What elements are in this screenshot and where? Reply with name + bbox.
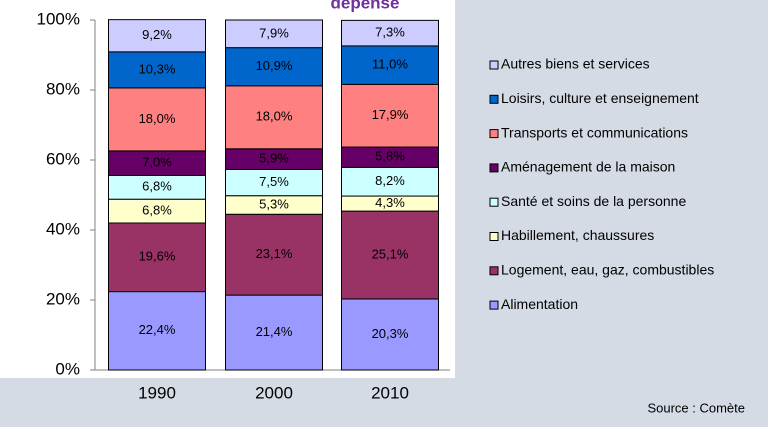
- bar-segment: [225, 85, 323, 150]
- value-label: 6,8%: [142, 203, 172, 218]
- bar-segment: [225, 294, 323, 371]
- legend-swatch: [489, 266, 499, 276]
- legend-swatch: [489, 60, 499, 70]
- legend-swatch: [489, 197, 499, 207]
- y-tick-label: 40%: [46, 219, 80, 238]
- value-label: 6,8%: [142, 179, 172, 194]
- value-label: 4,3%: [375, 195, 405, 210]
- bar-segment: [108, 51, 206, 89]
- legend-label: Alimentation: [501, 296, 578, 312]
- value-label: 23,1%: [256, 246, 293, 261]
- value-label: 9,2%: [142, 27, 172, 42]
- value-label: 21,4%: [256, 324, 293, 339]
- legend-swatch: [489, 232, 499, 241]
- bar-segment: [108, 222, 206, 293]
- value-label: 20,3%: [372, 326, 409, 341]
- value-label: 18,0%: [139, 111, 176, 126]
- chart-title: dépense: [331, 0, 400, 12]
- value-label: 11,0%: [372, 57, 408, 72]
- y-tick-label: 80%: [46, 79, 80, 98]
- value-label: 25,1%: [372, 246, 409, 261]
- value-label: 17,9%: [372, 107, 409, 122]
- value-label: 5,9%: [259, 151, 289, 166]
- value-label: 5,3%: [259, 196, 289, 211]
- value-label: 8,2%: [375, 173, 405, 188]
- bar-segment: [225, 213, 323, 296]
- value-label: 7,3%: [375, 25, 405, 40]
- x-tick-label: 2010: [371, 383, 409, 402]
- value-label: 10,3%: [139, 61, 176, 76]
- source: Source : Comète: [647, 400, 745, 415]
- bar-segment: [225, 47, 323, 87]
- legend-label: Logement, eau, gaz, combustibles: [501, 262, 714, 278]
- bar-segment: [341, 210, 439, 300]
- legend-label: Aménagement de la maison: [501, 159, 675, 175]
- bar-segment: [108, 150, 206, 176]
- legend-swatch: [489, 163, 499, 173]
- x-tick-label: 2000: [255, 383, 293, 402]
- y-tick-label: 100%: [37, 9, 80, 28]
- bar-segment: [108, 19, 206, 53]
- x-tick-label: 1990: [138, 383, 176, 402]
- legend-label: Transports et communications: [501, 124, 688, 140]
- value-label: 7,5%: [259, 174, 289, 189]
- bar-segment: [341, 19, 439, 47]
- bar-segment: [225, 168, 323, 197]
- legend-label: Habillement, chaussures: [501, 227, 654, 243]
- legend-label: Santé et soins de la personne: [501, 193, 686, 209]
- legend-swatch: [489, 300, 499, 310]
- legend-swatch: [489, 94, 499, 104]
- legend-label: Loisirs, culture et enseignement: [501, 90, 699, 106]
- bar-segment: [341, 298, 439, 371]
- value-label: 22,4%: [139, 322, 176, 337]
- bar-segment: [341, 83, 439, 148]
- bar-segment: [341, 45, 439, 85]
- y-tick-label: 0%: [55, 359, 80, 378]
- value-label: 5,8%: [375, 149, 405, 164]
- value-label: 7,9%: [259, 25, 289, 40]
- bar-segment: [108, 291, 206, 371]
- value-label: 10,9%: [256, 58, 293, 73]
- value-label: 18,0%: [256, 109, 293, 124]
- value-label: 19,6%: [139, 249, 176, 264]
- y-tick-label: 60%: [46, 149, 80, 168]
- bar-segment: [108, 87, 206, 152]
- legend-swatch: [489, 129, 499, 139]
- value-label: 7,0%: [142, 155, 172, 170]
- bar-segment: [225, 19, 323, 49]
- y-tick-label: 20%: [46, 289, 80, 308]
- legend-label: Autres biens et services: [501, 56, 650, 72]
